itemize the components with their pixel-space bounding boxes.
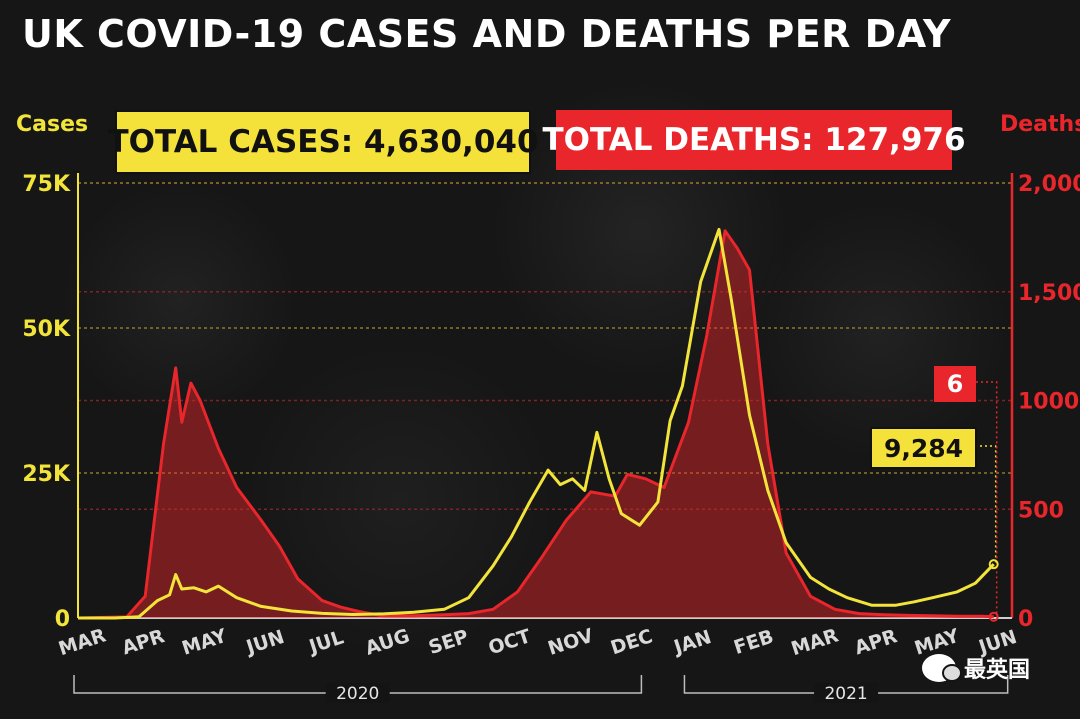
year-label-1: 2021: [824, 684, 867, 704]
page-title: UK COVID-19 CASES AND DEATHS PER DAY: [22, 12, 951, 56]
month-label-8: NOV: [545, 625, 596, 660]
year-label-bg-0: [325, 683, 390, 703]
month-label-3: JUN: [242, 626, 287, 659]
latest-deaths-label: 6: [934, 366, 976, 402]
cases-tick-label-3: 75K: [22, 172, 71, 197]
month-label-4: JUL: [305, 626, 347, 658]
cases-axis-title: Cases: [16, 112, 89, 137]
deaths-tick-label-1: 500: [1018, 498, 1064, 523]
latest-cases-leader: [975, 445, 997, 565]
latest-cases-point: [988, 559, 999, 570]
month-label-9: DEC: [608, 625, 655, 659]
month-label-11: FEB: [731, 626, 776, 659]
deaths-tick-label-0: 0: [1018, 607, 1033, 632]
deaths-axis-title: Deaths: [1000, 112, 1080, 137]
month-label-7: OCT: [486, 625, 534, 659]
deaths-tick-label-4: 2,000: [1018, 172, 1080, 197]
year-label-0: 2020: [336, 684, 379, 704]
chat-bubble-icon: [922, 654, 962, 682]
year-label-bg-1: [814, 683, 879, 703]
deaths-tick-label-3: 1,500: [1018, 281, 1080, 306]
deaths-area: [78, 230, 994, 619]
month-label-12: MAR: [788, 624, 841, 660]
latest-deaths-point: [988, 611, 999, 622]
month-label-6: SEP: [426, 626, 471, 659]
watermark-text: 最英国: [964, 658, 1031, 683]
month-label-13: APR: [852, 625, 900, 659]
cases-tick-label-0: 0: [55, 607, 70, 632]
month-label-5: AUG: [363, 625, 413, 660]
watermark: 最英国: [922, 652, 1030, 684]
latest-cases-label: 9,284: [870, 427, 977, 469]
total-deaths-badge: TOTAL DEATHS: 127,976: [542, 110, 966, 170]
deaths-tick-label-2: 1000: [1018, 390, 1079, 415]
month-label-1: APR: [119, 625, 167, 659]
deaths-series-line: [77, 229, 994, 620]
cases-tick-label-2: 50K: [22, 317, 71, 342]
total-cases-badge: TOTAL CASES: 4,630,040: [107, 110, 539, 174]
latest-deaths-leader: [976, 381, 998, 617]
cases-series-line: [78, 227, 995, 620]
month-label-10: JAN: [669, 626, 714, 659]
cases-tick-label-1: 25K: [22, 462, 71, 487]
month-label-2: MAY: [179, 625, 229, 660]
